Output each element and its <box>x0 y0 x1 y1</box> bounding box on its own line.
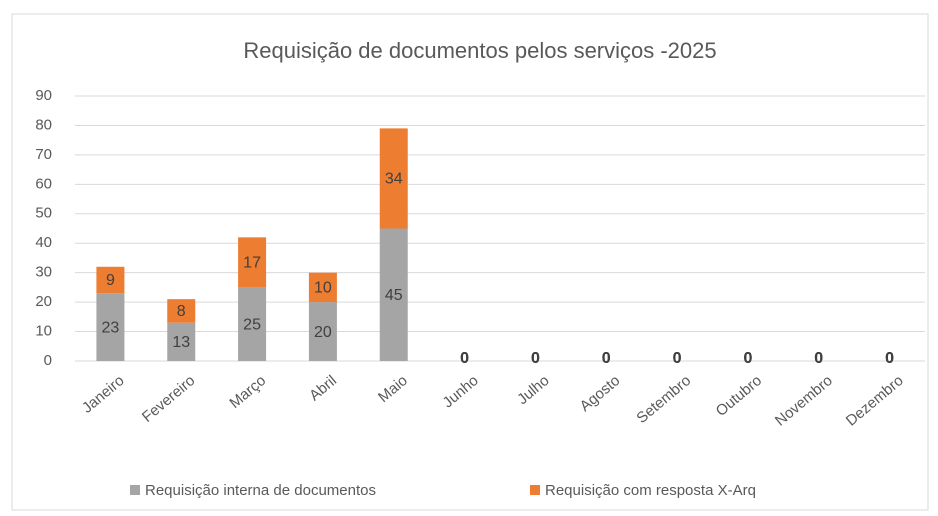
bar-segment <box>308 302 337 361</box>
data-label: 0 <box>531 350 540 367</box>
legend-swatch <box>530 485 540 495</box>
y-tick-label: 80 <box>35 116 52 133</box>
data-label: 17 <box>243 255 261 272</box>
legend-label: Requisição interna de documentos <box>145 482 376 499</box>
legend-swatch <box>130 485 140 495</box>
bar-segment <box>379 128 408 229</box>
data-label: 45 <box>385 287 403 304</box>
data-label: 0 <box>460 350 469 367</box>
data-label: 20 <box>314 324 332 341</box>
bar-segment <box>96 266 125 294</box>
data-label: 0 <box>531 350 540 367</box>
chart-frame <box>11 13 929 511</box>
data-label: 0 <box>673 350 682 367</box>
data-label: 0 <box>673 350 682 367</box>
bar-segment <box>96 293 125 361</box>
y-tick-label: 10 <box>35 323 52 340</box>
y-tick-label: 30 <box>35 264 52 281</box>
chart-title: Requisição de documentos pelos serviços … <box>243 38 716 63</box>
legend-label: Requisição com resposta X-Arq <box>545 482 756 499</box>
data-label: 13 <box>172 334 190 351</box>
data-label: 0 <box>885 350 894 367</box>
data-label: 34 <box>385 171 403 188</box>
bar-segment <box>238 287 267 361</box>
data-label: 0 <box>814 350 823 367</box>
data-label: 25 <box>243 316 261 333</box>
y-tick-label: 50 <box>35 205 52 222</box>
data-label: 0 <box>885 350 894 367</box>
data-label: 0 <box>460 350 469 367</box>
bar-segment <box>379 228 408 361</box>
data-label: 0 <box>602 350 611 367</box>
bar-segment <box>167 322 196 361</box>
y-tick-label: 0 <box>44 352 52 369</box>
data-label: 0 <box>814 350 823 367</box>
bar-segment <box>308 272 337 303</box>
y-tick-label: 70 <box>35 146 52 163</box>
bar-segment <box>238 237 267 288</box>
y-tick-label: 90 <box>35 87 52 104</box>
y-tick-label: 60 <box>35 175 52 192</box>
data-label: 0 <box>602 350 611 367</box>
data-label: 8 <box>177 303 186 320</box>
bar-segment <box>167 299 196 323</box>
data-label: 0 <box>743 350 752 367</box>
data-label: 23 <box>102 319 120 336</box>
data-label: 10 <box>314 280 332 297</box>
data-label: 0 <box>743 350 752 367</box>
data-label: 9 <box>106 272 115 289</box>
y-tick-label: 20 <box>35 293 52 310</box>
y-tick-label: 40 <box>35 234 52 251</box>
